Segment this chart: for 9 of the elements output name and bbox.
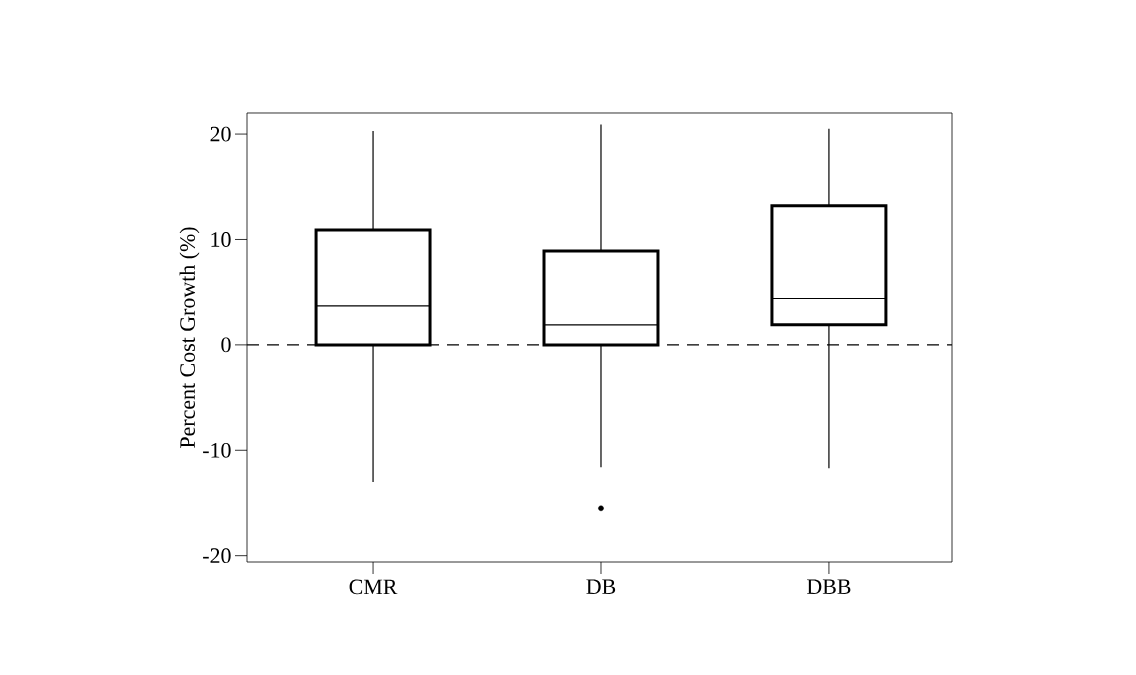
x-tick-label: DB xyxy=(586,579,616,594)
y-tick-label: 10 xyxy=(211,232,231,247)
x-tick-label: CMR xyxy=(349,579,398,595)
y-tick-label: -10 xyxy=(203,442,231,458)
y-tick-label: 0 xyxy=(221,337,231,353)
y-tick-label: -20 xyxy=(203,548,231,564)
y-tick-label: 20 xyxy=(210,126,231,142)
y-axis-title: Percent Cost Growth (%) xyxy=(179,227,200,448)
x-tick-label: DBB xyxy=(807,579,851,594)
